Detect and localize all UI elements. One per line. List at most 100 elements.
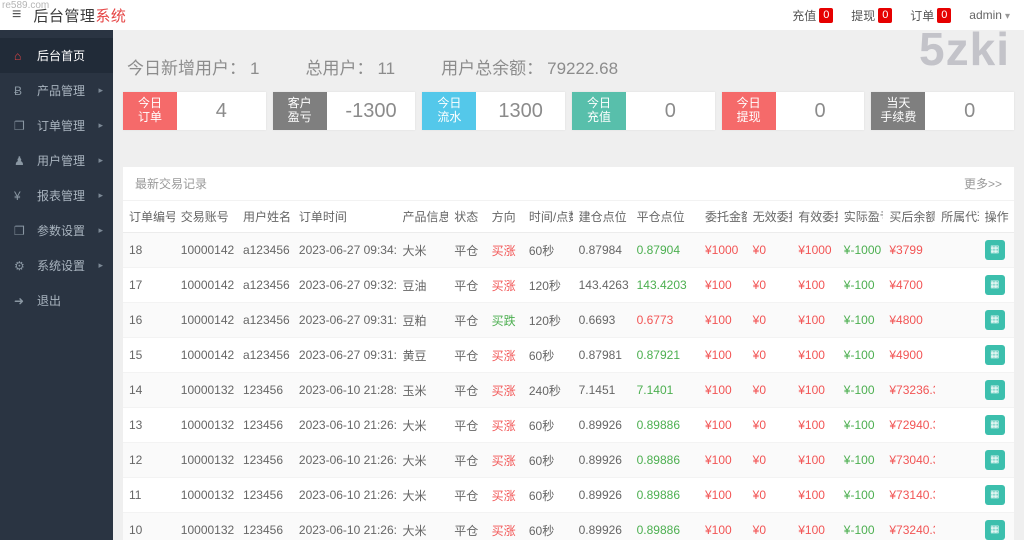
table-cell: ¥100 bbox=[792, 512, 838, 540]
order-detail-button[interactable]: ▦ bbox=[984, 415, 1005, 435]
table-cell: 平仓 bbox=[448, 267, 486, 303]
table-cell: 2023-06-27 09:34:06 bbox=[292, 232, 397, 268]
table-cell: 123456 bbox=[236, 407, 293, 443]
table-cell: ¥-100 bbox=[837, 337, 884, 373]
stat-card-label: 今日 提现 bbox=[721, 92, 776, 130]
user-dropdown[interactable]: admin ▾ bbox=[969, 8, 1010, 22]
stat-card-value: 4 bbox=[215, 99, 227, 122]
orders-icon: ❐ bbox=[14, 118, 25, 133]
user-name: admin bbox=[969, 8, 1002, 22]
order-detail-button[interactable]: ▦ bbox=[984, 275, 1005, 295]
table-cell: 大米 bbox=[396, 407, 449, 443]
table-cell: 123456 bbox=[236, 442, 293, 478]
table-cell-action: ▦ bbox=[978, 477, 1014, 513]
column-header: 用户姓名 bbox=[236, 201, 293, 233]
table-cell: 18 bbox=[123, 232, 175, 268]
params-icon: ❐ bbox=[14, 223, 25, 238]
table-cell: 2023-06-27 09:31:19 bbox=[292, 337, 397, 373]
table-cell: 0.87984 bbox=[572, 232, 631, 268]
table-cell: 0.87904 bbox=[630, 232, 699, 268]
app-title: 后台管理系统 bbox=[33, 5, 126, 26]
column-header: 交易账号 bbox=[174, 201, 237, 233]
table-cell: 买涨 bbox=[485, 477, 523, 513]
table-cell: 123456 bbox=[236, 372, 293, 408]
stat-label: 总用户： bbox=[305, 59, 374, 78]
notification-badge: 0 bbox=[819, 7, 834, 23]
order-detail-button[interactable]: ▦ bbox=[984, 520, 1005, 540]
table-cell: 0.89926 bbox=[572, 407, 631, 443]
order-detail-button[interactable]: ▦ bbox=[984, 380, 1005, 400]
top-header: ≡ 后台管理系统 充值 0 提现 0 订单 0 admin ▾ bbox=[0, 0, 1024, 30]
stat-card-label: 当天 手续费 bbox=[871, 92, 926, 130]
sidebar-item-后台首页[interactable]: ⌂ 后台首页 bbox=[0, 38, 113, 73]
order-detail-button[interactable]: ▦ bbox=[984, 485, 1005, 505]
more-link[interactable]: 更多>> bbox=[963, 177, 1002, 191]
order-detail-button[interactable]: ▦ bbox=[984, 240, 1005, 260]
order-detail-button[interactable]: ▦ bbox=[984, 450, 1005, 470]
table-cell: 11 bbox=[123, 477, 175, 513]
sidebar-item-用户管理[interactable]: ♟ 用户管理 ▸ bbox=[0, 143, 113, 178]
table-cell: 2023-06-27 09:32:18 bbox=[292, 267, 397, 303]
stat-value: 79222.68 bbox=[547, 59, 619, 78]
sidebar-item-系统设置[interactable]: ⚙ 系统设置 ▸ bbox=[0, 248, 113, 283]
sidebar-item-产品管理[interactable]: Ƀ 产品管理 ▸ bbox=[0, 73, 113, 108]
table-cell bbox=[935, 407, 979, 443]
order-detail-button[interactable]: ▦ bbox=[984, 310, 1005, 330]
table-cell: ¥100 bbox=[792, 337, 838, 373]
table-cell: 0.6773 bbox=[630, 302, 699, 338]
table-cell: 10000132 bbox=[174, 372, 237, 408]
chevron-right-icon: ▸ bbox=[98, 225, 103, 235]
table-cell: 10 bbox=[123, 512, 175, 540]
header-menu-提现[interactable]: 提现 0 bbox=[851, 7, 893, 24]
sidebar-item-报表管理[interactable]: ¥ 报表管理 ▸ bbox=[0, 178, 113, 213]
table-cell bbox=[935, 477, 979, 513]
column-header: 建仓点位 bbox=[572, 201, 631, 233]
stat-card-label: 客户 盈亏 bbox=[272, 92, 327, 130]
table-cell: ¥-100 bbox=[837, 302, 884, 338]
table-cell: 14 bbox=[123, 372, 175, 408]
users-icon: ♟ bbox=[14, 153, 25, 168]
table-cell: ¥-100 bbox=[837, 442, 884, 478]
table-cell: ¥0 bbox=[746, 477, 793, 513]
table-header-row: 订单编号交易账号用户姓名订单时间产品信息状态方向时间/点数建仓点位平仓点位委托金… bbox=[123, 201, 1014, 233]
column-header: 所属代理 bbox=[935, 201, 979, 233]
table-cell: 大米 bbox=[396, 477, 449, 513]
table-cell: a123456 bbox=[236, 267, 293, 303]
sidebar-item-label: 用户管理 bbox=[37, 154, 86, 168]
layout: ⌂ 后台首页 Ƀ 产品管理 ▸ ❐ 订单管理 ▸ ♟ 用户管理 ▸ ¥ 报表管理 ▸ ❐ 参数设置 ▸ ⚙ 系统设置… bbox=[0, 30, 1024, 540]
stat-label: 用户总余额： bbox=[441, 59, 544, 78]
sidebar-item-参数设置[interactable]: ❐ 参数设置 ▸ bbox=[0, 213, 113, 248]
table-cell: 10000142 bbox=[174, 232, 237, 268]
header-menu-label: 充值 bbox=[792, 8, 817, 23]
sidebar: ⌂ 后台首页 Ƀ 产品管理 ▸ ❐ 订单管理 ▸ ♟ 用户管理 ▸ ¥ 报表管理 ▸ ❐ 参数设置 ▸ ⚙ 系统设置… bbox=[0, 30, 113, 540]
sidebar-item-label: 订单管理 bbox=[37, 119, 86, 133]
header-menu-订单[interactable]: 订单 0 bbox=[910, 7, 952, 24]
menu-toggle-icon[interactable]: ≡ bbox=[12, 6, 22, 23]
table-cell: 平仓 bbox=[448, 372, 486, 408]
table-cell: ¥72940.3 bbox=[883, 407, 936, 443]
table-cell bbox=[935, 337, 979, 373]
stat-card-value: 0 bbox=[814, 99, 826, 122]
table-cell: ¥100 bbox=[698, 372, 747, 408]
table-cell: 123456 bbox=[236, 512, 293, 540]
sidebar-item-退出[interactable]: ➜ 退出 bbox=[0, 283, 113, 318]
column-header: 操作 bbox=[978, 201, 1014, 233]
table-cell: 0.89886 bbox=[630, 477, 699, 513]
table-cell: 7.1401 bbox=[630, 372, 699, 408]
chevron-down-icon: ▾ bbox=[1004, 11, 1010, 22]
table-cell bbox=[935, 302, 979, 338]
sidebar-item-订单管理[interactable]: ❐ 订单管理 ▸ bbox=[0, 108, 113, 143]
chevron-right-icon: ▸ bbox=[98, 120, 103, 130]
header-menu-充值[interactable]: 充值 0 bbox=[792, 7, 834, 24]
table-cell: ¥4800 bbox=[883, 302, 936, 338]
table-cell: ¥100 bbox=[792, 407, 838, 443]
table-cell: ¥100 bbox=[792, 302, 838, 338]
stat-card-value: -1300 bbox=[345, 99, 397, 122]
order-detail-button[interactable]: ▦ bbox=[984, 345, 1005, 365]
column-header: 实际盈亏 bbox=[837, 201, 884, 233]
app-title-primary: 后台管理 bbox=[33, 7, 96, 25]
stat-card: 客户 盈亏 -1300 bbox=[272, 92, 416, 130]
stat-card-label: 今日 订单 bbox=[123, 92, 177, 130]
table-cell: ¥100 bbox=[792, 372, 838, 408]
